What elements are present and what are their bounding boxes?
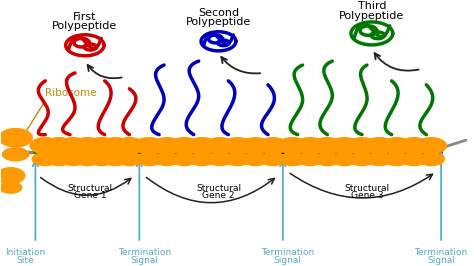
Ellipse shape [239, 137, 271, 154]
Ellipse shape [418, 152, 445, 166]
Ellipse shape [44, 137, 75, 154]
Ellipse shape [381, 137, 412, 154]
Ellipse shape [224, 152, 251, 166]
Ellipse shape [85, 137, 117, 154]
Ellipse shape [133, 137, 165, 154]
Ellipse shape [2, 147, 29, 161]
Ellipse shape [241, 152, 269, 166]
Text: Ribosome: Ribosome [46, 88, 97, 98]
Ellipse shape [257, 137, 289, 154]
Text: Signal: Signal [427, 256, 455, 265]
Text: Initiation: Initiation [5, 248, 46, 257]
Ellipse shape [136, 152, 163, 166]
Ellipse shape [100, 137, 131, 154]
Ellipse shape [313, 152, 341, 166]
Ellipse shape [415, 137, 447, 154]
Ellipse shape [259, 152, 287, 166]
Text: Polypeptide: Polypeptide [186, 17, 251, 27]
Text: Gene 1: Gene 1 [73, 191, 106, 200]
Ellipse shape [277, 137, 309, 154]
Ellipse shape [364, 137, 395, 154]
Text: Structural: Structural [345, 184, 390, 193]
Text: Structural: Structural [67, 184, 112, 193]
Text: Termination: Termination [415, 248, 468, 257]
Ellipse shape [57, 137, 89, 154]
Text: Polypeptide: Polypeptide [52, 21, 118, 31]
Ellipse shape [101, 152, 129, 166]
Ellipse shape [0, 128, 33, 148]
Text: Termination: Termination [118, 248, 171, 257]
Ellipse shape [116, 152, 143, 166]
Ellipse shape [400, 152, 428, 166]
Ellipse shape [294, 137, 326, 154]
Text: Signal: Signal [274, 256, 302, 265]
Ellipse shape [114, 137, 145, 154]
Ellipse shape [59, 152, 87, 166]
Text: Termination: Termination [261, 248, 314, 257]
Ellipse shape [186, 137, 218, 154]
Ellipse shape [311, 137, 343, 154]
Ellipse shape [153, 152, 181, 166]
Ellipse shape [296, 152, 324, 166]
Text: Polypeptide: Polypeptide [339, 11, 404, 21]
Ellipse shape [171, 152, 199, 166]
Ellipse shape [365, 152, 393, 166]
Text: Third: Third [357, 1, 386, 11]
Ellipse shape [72, 137, 103, 154]
Ellipse shape [29, 137, 61, 154]
Text: Second: Second [198, 8, 239, 18]
Ellipse shape [46, 152, 73, 166]
Ellipse shape [73, 152, 101, 166]
Text: Signal: Signal [130, 256, 158, 265]
Ellipse shape [0, 167, 26, 184]
Ellipse shape [398, 137, 430, 154]
Ellipse shape [169, 137, 201, 154]
Ellipse shape [206, 152, 234, 166]
Ellipse shape [279, 152, 307, 166]
Ellipse shape [0, 181, 23, 194]
Text: Gene 3: Gene 3 [351, 191, 383, 200]
Text: Site: Site [17, 256, 34, 265]
Ellipse shape [88, 152, 115, 166]
Ellipse shape [204, 137, 236, 154]
Text: Gene 2: Gene 2 [202, 191, 235, 200]
Ellipse shape [151, 137, 182, 154]
Ellipse shape [31, 152, 59, 166]
Ellipse shape [346, 137, 378, 154]
Ellipse shape [348, 152, 376, 166]
Ellipse shape [331, 152, 358, 166]
Text: First: First [73, 12, 97, 22]
Text: Structural: Structural [196, 184, 241, 193]
Ellipse shape [222, 137, 254, 154]
Ellipse shape [329, 137, 361, 154]
Ellipse shape [383, 152, 410, 166]
Ellipse shape [188, 152, 216, 166]
